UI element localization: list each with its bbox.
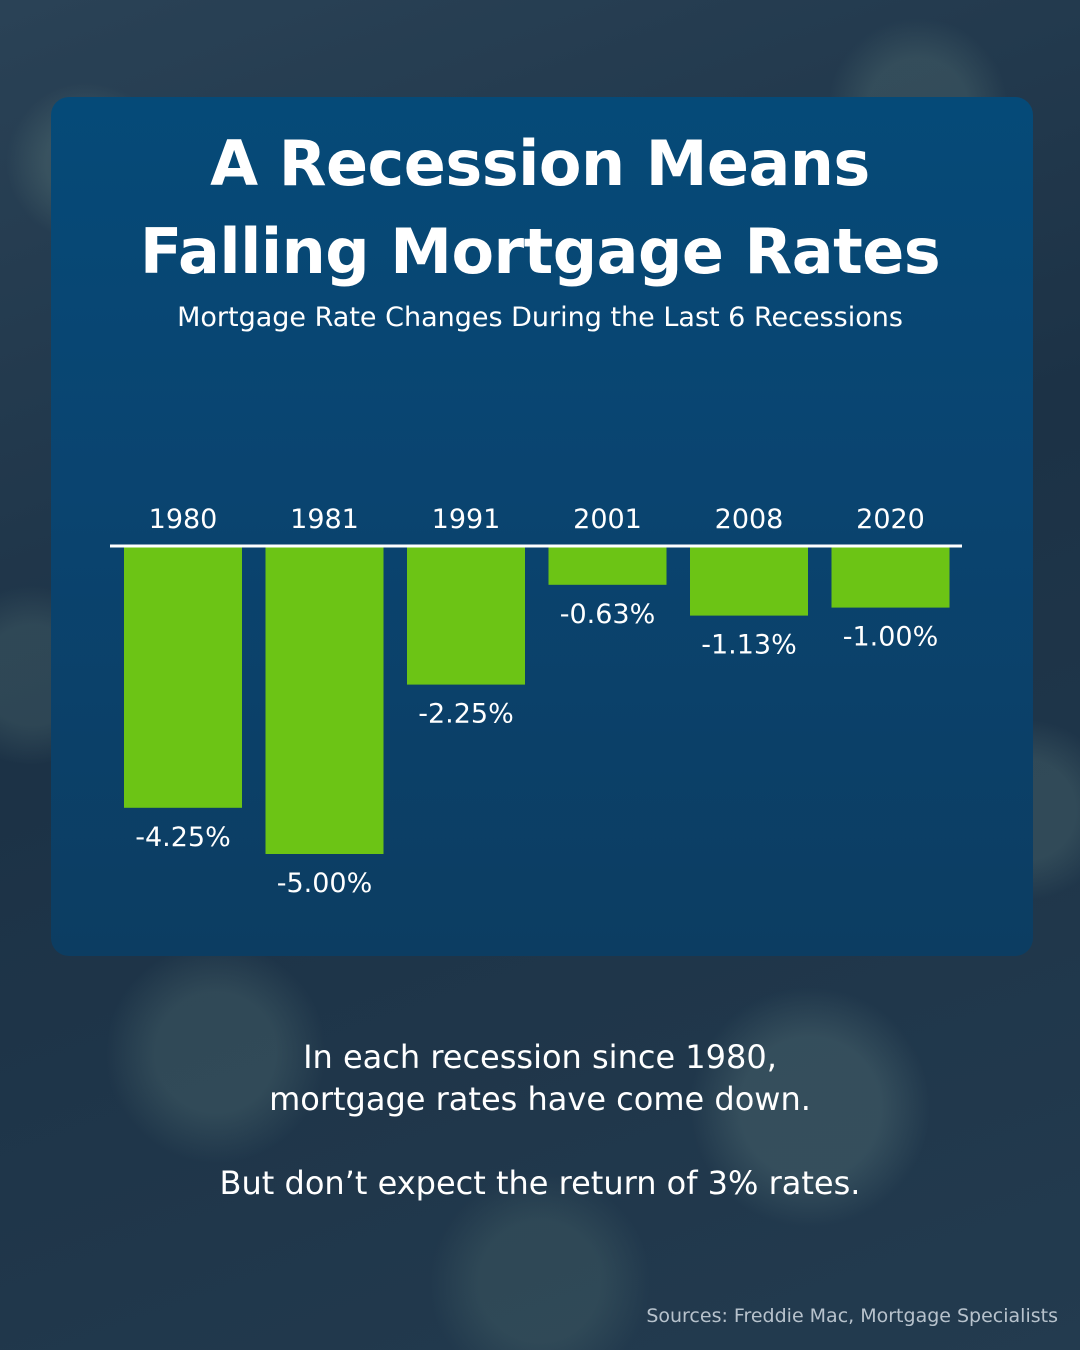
title-line-2: Falling Mortgage Rates: [139, 215, 941, 288]
value-label-2020: -1.00%: [843, 622, 939, 653]
value-label-1991: -2.25%: [418, 699, 514, 730]
chart-card: [51, 97, 1033, 956]
bar-2008: [690, 546, 808, 616]
bar-1981: [265, 546, 384, 854]
page-title: A Recession Means Falling Mortgage Rates: [0, 120, 1080, 296]
chart-subtitle: Mortgage Rate Changes During the Last 6 …: [177, 302, 903, 333]
value-label-2008: -1.13%: [701, 630, 797, 661]
category-label-2008: 2008: [715, 504, 784, 535]
value-label-2001: -0.63%: [560, 599, 656, 630]
footer-note: But don’t expect the return of 3% rates.: [0, 1162, 1080, 1204]
bar-2020: [831, 546, 950, 608]
category-label-1980: 1980: [149, 504, 218, 535]
footer-line-2: mortgage rates have come down.: [269, 1080, 811, 1118]
footer-line-3: But don’t expect the return of 3% rates.: [219, 1164, 861, 1202]
source-credit: Sources: Freddie Mac, Mortgage Specialis…: [646, 1305, 1058, 1327]
category-label-2001: 2001: [573, 504, 642, 535]
value-label-1981: -5.00%: [277, 868, 373, 899]
bar-1980: [124, 546, 242, 808]
bar-2001: [548, 546, 667, 585]
category-label-2020: 2020: [856, 504, 925, 535]
value-label-1980: -4.25%: [135, 822, 231, 853]
category-label-1991: 1991: [432, 504, 501, 535]
footer-line-1: In each recession since 1980,: [303, 1038, 777, 1076]
bar-1991: [407, 546, 525, 685]
title-line-1: A Recession Means: [210, 127, 870, 200]
footer-text: In each recession since 1980, mortgage r…: [0, 1036, 1080, 1120]
category-label-1981: 1981: [290, 504, 359, 535]
